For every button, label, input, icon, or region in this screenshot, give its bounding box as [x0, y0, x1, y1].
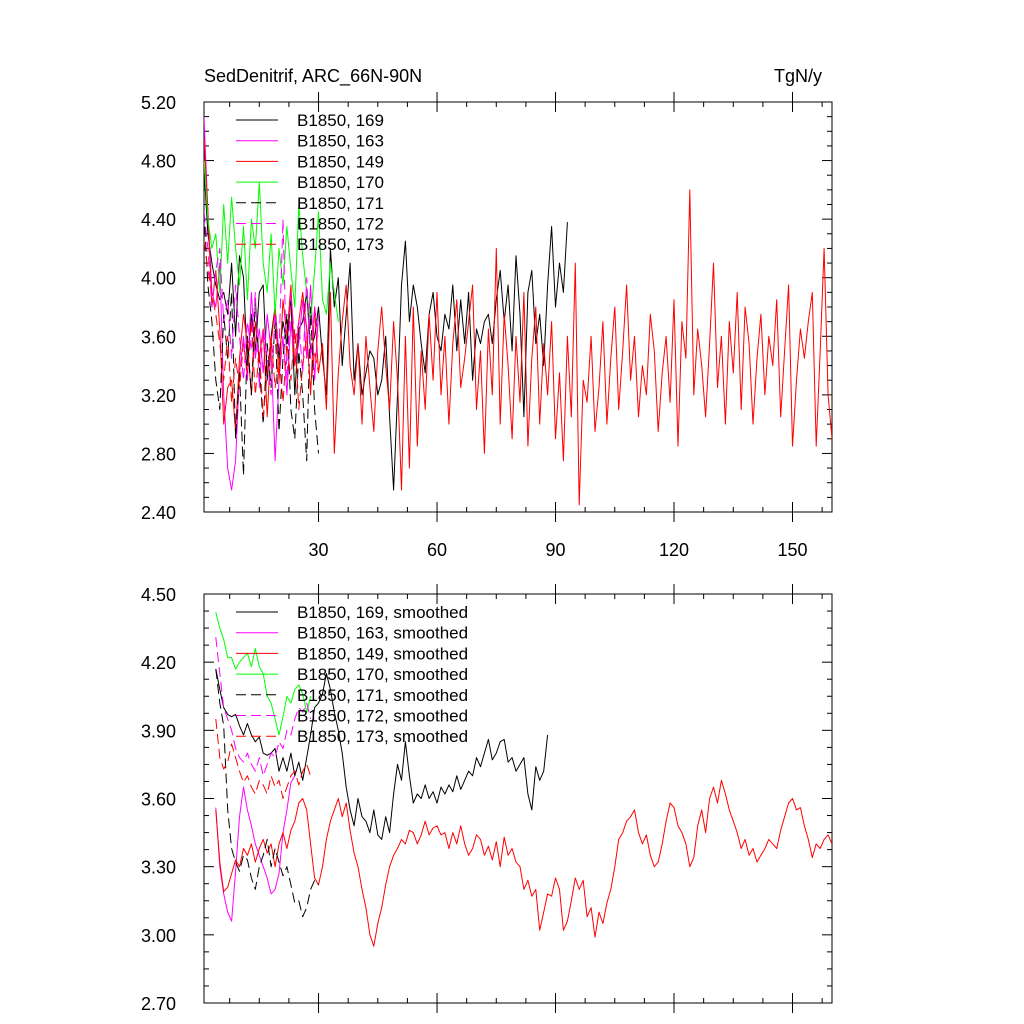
legend-label: B1850, 173: [297, 235, 384, 254]
y-tick-label: 3.90: [141, 721, 176, 741]
series-line: [204, 211, 319, 476]
series-line: [204, 167, 568, 491]
legend-label: B1850, 169, smoothed: [297, 603, 468, 622]
y-tick-label: 3.30: [141, 858, 176, 878]
series-line: [204, 211, 319, 396]
legend-label: B1850, 149: [297, 152, 384, 171]
y-tick-label: 5.20: [141, 93, 176, 113]
series-line: [215, 612, 312, 736]
series-line: [215, 718, 312, 799]
series-line: [204, 160, 339, 323]
legend-label: B1850, 163: [297, 132, 384, 151]
legend-label: B1850, 171, smoothed: [297, 686, 468, 705]
series-line: [215, 668, 319, 918]
chart-title: SedDenitrif, ARC_66N-90N: [204, 66, 422, 87]
legend-label: B1850, 171: [297, 194, 384, 213]
y-tick-label: 3.20: [141, 386, 176, 406]
y-tick-label: 2.40: [141, 503, 176, 523]
x-tick-label: 90: [546, 540, 566, 560]
x-tick-label: 120: [659, 540, 689, 560]
x-tick-label: 30: [309, 540, 329, 560]
y-tick-label: 2.80: [141, 444, 176, 464]
chart-units: TgN/y: [774, 66, 822, 86]
top-panel: 2.40 2.80 3.20 3.60 4.00 4.40 4.80 5.20 30 60 90 12…: [141, 92, 833, 560]
legend-label: B1850, 163, smoothed: [297, 624, 468, 643]
legend-label: B1850, 170: [297, 173, 384, 192]
series-line: [215, 637, 312, 777]
legend-label: B1850, 149, smoothed: [297, 644, 468, 663]
legend-label: B1850, 172, smoothed: [297, 707, 468, 726]
y-tick-label: 4.00: [141, 269, 176, 289]
y-tick-label: 3.60: [141, 327, 176, 347]
series-line: [204, 241, 319, 418]
y-tick-label: 4.20: [141, 653, 176, 673]
y-tick-label: 4.80: [141, 152, 176, 172]
series-line: [215, 779, 832, 947]
legend-label: B1850, 173, smoothed: [297, 727, 468, 746]
series-line: [204, 138, 832, 506]
series-line: [215, 775, 296, 922]
x-tick-label: 150: [777, 540, 807, 560]
legend-label: B1850, 170, smoothed: [297, 665, 468, 684]
y-tick-label: 3.60: [141, 790, 176, 810]
y-tick-label: 4.50: [141, 585, 176, 605]
bottom-panel: 2.70 3.00 3.30 3.60 3.90 4.20 4.50 B1850, 169, …: [141, 584, 833, 1014]
y-tick-label: 2.70: [141, 994, 176, 1014]
y-tick-label: 4.40: [141, 210, 176, 230]
legend-label: B1850, 169: [297, 111, 384, 130]
y-tick-label: 3.00: [141, 926, 176, 946]
legend-label: B1850, 172: [297, 215, 384, 234]
x-tick-label: 60: [427, 540, 447, 560]
